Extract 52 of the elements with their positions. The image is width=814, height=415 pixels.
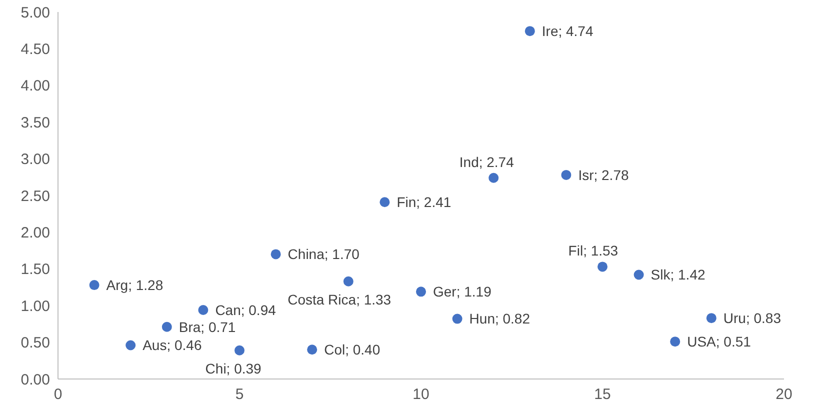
point: [198, 305, 208, 316]
data-label: Bra; 0.71: [178, 318, 236, 335]
data-label: Chi; 0.39: [205, 360, 262, 376]
y-tick-label: 4.50: [20, 40, 50, 58]
point: [234, 345, 244, 356]
data-label: Fin; 2.41: [396, 194, 452, 210]
point: [488, 172, 499, 183]
point: [524, 26, 535, 36]
point: [307, 344, 318, 355]
point: [162, 322, 172, 332]
y-tick-label: 3.00: [20, 151, 50, 168]
data-label: Slk; 1.42: [650, 266, 706, 283]
y-tick-label: 2.00: [20, 224, 50, 242]
point: [380, 197, 390, 208]
data-label: Fil; 1.53: [568, 242, 618, 259]
x-tick-label: 5: [235, 386, 244, 403]
point: [561, 170, 572, 180]
y-tick-label: 4.00: [20, 78, 50, 95]
point: [706, 313, 716, 324]
y-tick-label: 5.00: [20, 4, 50, 22]
y-tick-label: 2.50: [20, 188, 50, 205]
point: [343, 276, 354, 286]
data-label: Isr; 2.78: [578, 166, 629, 183]
x-tick-label: 20: [776, 386, 792, 403]
x-tick-label: 15: [594, 386, 611, 403]
data-label: Col; 0.40: [324, 342, 380, 358]
point: [126, 340, 136, 350]
data-label: Hun; 0.82: [469, 310, 530, 327]
data-label: Ire; 4.74: [542, 22, 594, 39]
data-label: China; 1.70: [288, 246, 360, 262]
point: [452, 314, 462, 324]
point: [270, 249, 281, 260]
y-tick-label: 3.50: [20, 114, 50, 132]
data-label: Arg; 1.28: [106, 276, 164, 293]
y-tick-label: 0.50: [20, 334, 50, 352]
y-tick-label: 0.00: [20, 371, 50, 388]
y-tick-label: 1.50: [20, 261, 50, 278]
point: [670, 336, 680, 347]
point: [634, 270, 644, 280]
data-label: Costa Rica; 1.33: [288, 291, 392, 308]
x-tick-label: 0: [54, 386, 62, 403]
data-label: USA; 0.51: [687, 333, 752, 350]
data-label: Aus; 0.46: [142, 337, 202, 354]
data-label: Uru; 0.83: [723, 310, 782, 326]
y-tick-label: 1.00: [20, 298, 50, 315]
point: [598, 262, 608, 272]
data-label: Ger; 1.19: [433, 284, 492, 300]
point: [416, 286, 426, 297]
point: [89, 280, 100, 290]
x-tick-label: 10: [412, 386, 430, 403]
data-label: Ind; 2.74: [459, 154, 514, 170]
data-label: Can; 0.94: [215, 302, 276, 318]
